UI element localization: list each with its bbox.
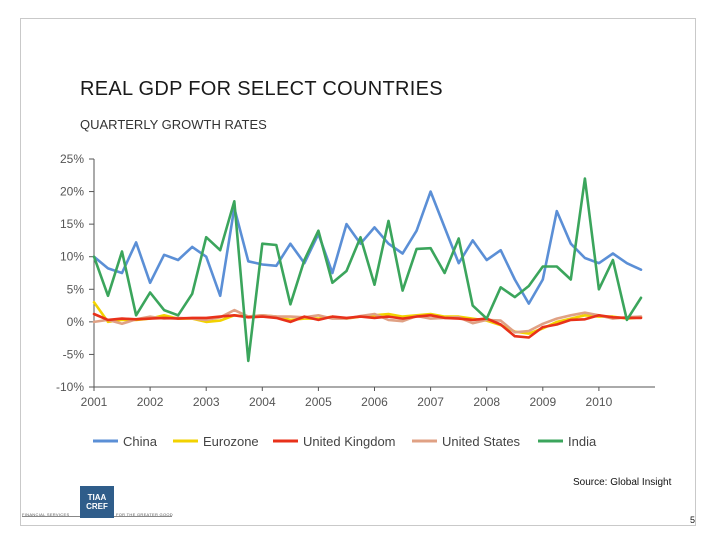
y-tick-label: 15% <box>60 217 84 231</box>
footer-tagline-left: FINANCIAL SERVICES <box>22 512 69 517</box>
y-tick-label: 10% <box>60 250 84 264</box>
y-tick-label: -5% <box>63 347 85 361</box>
x-tick-label: 2002 <box>137 395 164 409</box>
y-axis: 25% 20% 15% 10% 5% 0% -5% -10% <box>56 152 94 394</box>
legend-label: Eurozone <box>203 434 259 449</box>
y-tick-label: -10% <box>56 380 84 394</box>
y-tick-label: 0% <box>67 315 85 329</box>
legend: China Eurozone United Kingdom United States… <box>93 434 597 449</box>
source-note: Source: Global Insight <box>573 477 671 488</box>
x-tick-label: 2001 <box>81 395 108 409</box>
logo-text-line-2: CREF <box>86 502 108 511</box>
series-lines <box>94 179 641 361</box>
x-tick-label: 2003 <box>193 395 220 409</box>
x-tick-label: 2010 <box>586 395 613 409</box>
legend-label: United Kingdom <box>303 434 396 449</box>
x-tick-label: 2004 <box>249 395 276 409</box>
legend-label: United States <box>442 434 521 449</box>
page-number: 5 <box>690 515 695 525</box>
legend-label: India <box>568 434 597 449</box>
tiaa-cref-logo: TIAA CREF <box>80 486 114 518</box>
y-tick-label: 25% <box>60 152 84 166</box>
logo-text-line-1: TIAA <box>86 493 108 502</box>
x-tick-label: 2008 <box>473 395 500 409</box>
y-tick-label: 5% <box>67 282 85 296</box>
x-tick-label: 2007 <box>417 395 444 409</box>
series-line-china <box>94 192 641 304</box>
footer-tagline-right: FOR THE GREATER GOOD <box>116 512 173 517</box>
y-tick-label: 20% <box>60 185 84 199</box>
x-tick-label: 2006 <box>361 395 388 409</box>
legend-label: China <box>123 434 158 449</box>
series-line-india <box>94 179 641 361</box>
x-axis: 2001 2002 2003 2004 2005 2006 2007 2008 2009 2010 <box>81 387 655 409</box>
x-tick-label: 2009 <box>529 395 556 409</box>
x-tick-label: 2005 <box>305 395 332 409</box>
